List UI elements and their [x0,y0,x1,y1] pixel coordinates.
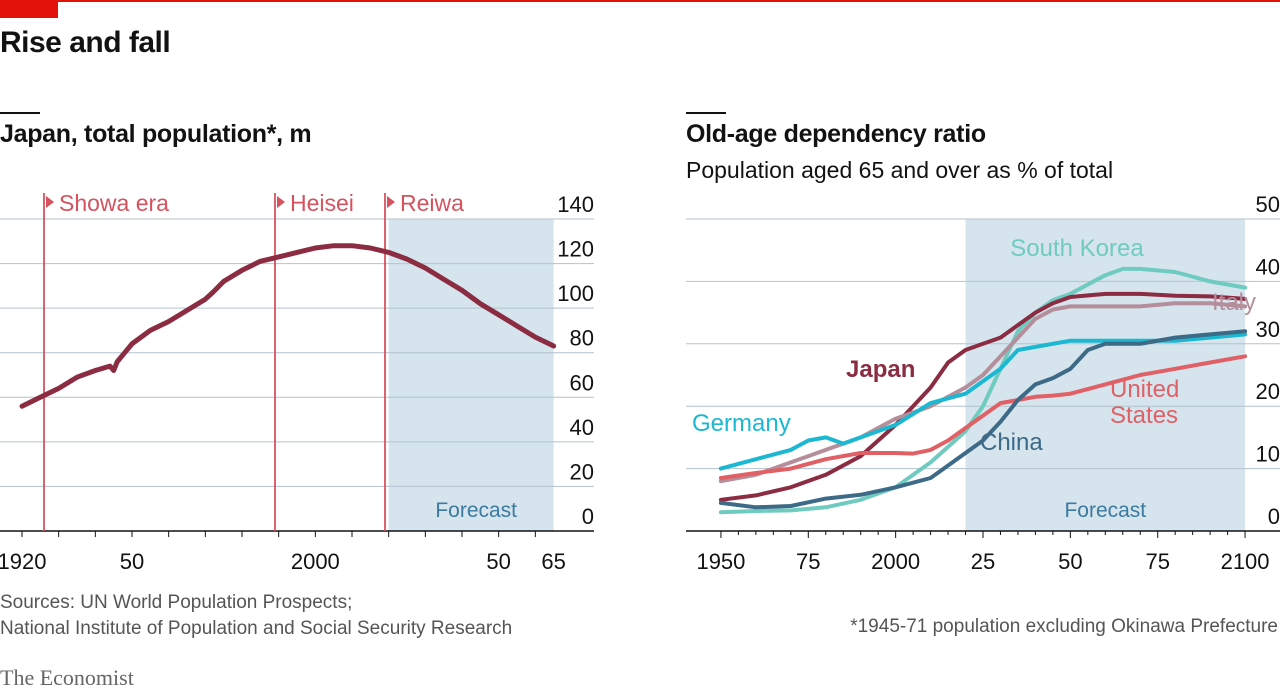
era-label: Heisei [290,190,354,216]
x-tick-label: 65 [541,549,565,574]
forecast-label: Forecast [435,499,517,522]
y-tick-label: 0 [582,504,594,529]
left-panel-rule [0,112,40,114]
series-line-italy [718,301,1248,484]
series-line-germany [718,332,1248,471]
y-tick-label: 50 [1256,192,1280,217]
series-line-united-states [718,354,1248,480]
sources-line-2: National Institute of Population and Soc… [0,618,513,639]
y-tick-label: 30 [1256,317,1280,342]
sources-note: Sources: UN World Population Prospects; … [0,590,512,642]
era-label: Reiwa [400,190,464,216]
x-tick-label: 2000 [291,549,340,574]
x-tick-label: 2100 [1221,549,1270,574]
y-tick-label: 140 [557,192,594,217]
left-chart-title: Japan, total population*, m [0,120,312,148]
series-label-japan: Japan [846,356,915,383]
series-label-italy: Italy [1212,289,1256,316]
right-chart-title: Old-age dependency ratio [686,120,986,148]
brand-logo-text: The Economist [0,665,134,690]
sources-line-1: Sources: UN World Population Prospects; [0,592,353,613]
series-label-china: China [980,429,1043,456]
population-series-line [19,243,557,409]
era-label: Showa era [59,190,169,216]
y-tick-label: 10 [1256,442,1280,467]
era-arrow [46,196,54,208]
y-tick-label: 80 [570,326,594,351]
x-tick-label: 50 [1058,549,1082,574]
forecast-band [965,219,1246,531]
y-tick-label: 20 [570,459,594,484]
y-tick-label: 0 [1268,504,1280,529]
series-line-south-korea [718,266,1248,515]
series-label-germany: Germany [692,410,791,437]
forecast-label: Forecast [1064,499,1146,522]
series-label-line: States [1110,402,1178,429]
footnote: *1945-71 population excluding Okinawa Pr… [850,616,1278,637]
x-tick-label: 50 [486,549,510,574]
y-tick-label: 120 [557,237,594,262]
x-tick-label: 1950 [696,549,745,574]
series-label-united-states: United States [1110,376,1179,429]
era-arrow [387,196,395,208]
y-tick-label: 100 [557,281,594,306]
series-label-line: United [1110,376,1179,403]
era-arrow [277,196,285,208]
x-tick-label: 1920 [0,549,46,574]
top-accent-rule [0,0,1280,2]
y-tick-label: 60 [570,370,594,395]
series-label-south-korea: South Korea [1010,235,1144,262]
y-tick-label: 20 [1256,379,1280,404]
x-tick-label: 75 [1145,549,1169,574]
y-tick-label: 40 [570,415,594,440]
top-accent-tag [0,0,58,18]
x-tick-label: 25 [971,549,995,574]
y-tick-label: 40 [1256,254,1280,279]
x-tick-label: 50 [120,549,144,574]
series-line-china [718,329,1248,510]
x-tick-label: 75 [796,549,820,574]
forecast-band [388,219,554,531]
series-line-japan [718,291,1248,502]
x-tick-label: 2000 [871,549,920,574]
right-panel-rule [686,112,726,114]
main-title: Rise and fall [0,26,171,59]
right-chart-subtitle: Population aged 65 and over as % of tota… [686,157,1114,183]
